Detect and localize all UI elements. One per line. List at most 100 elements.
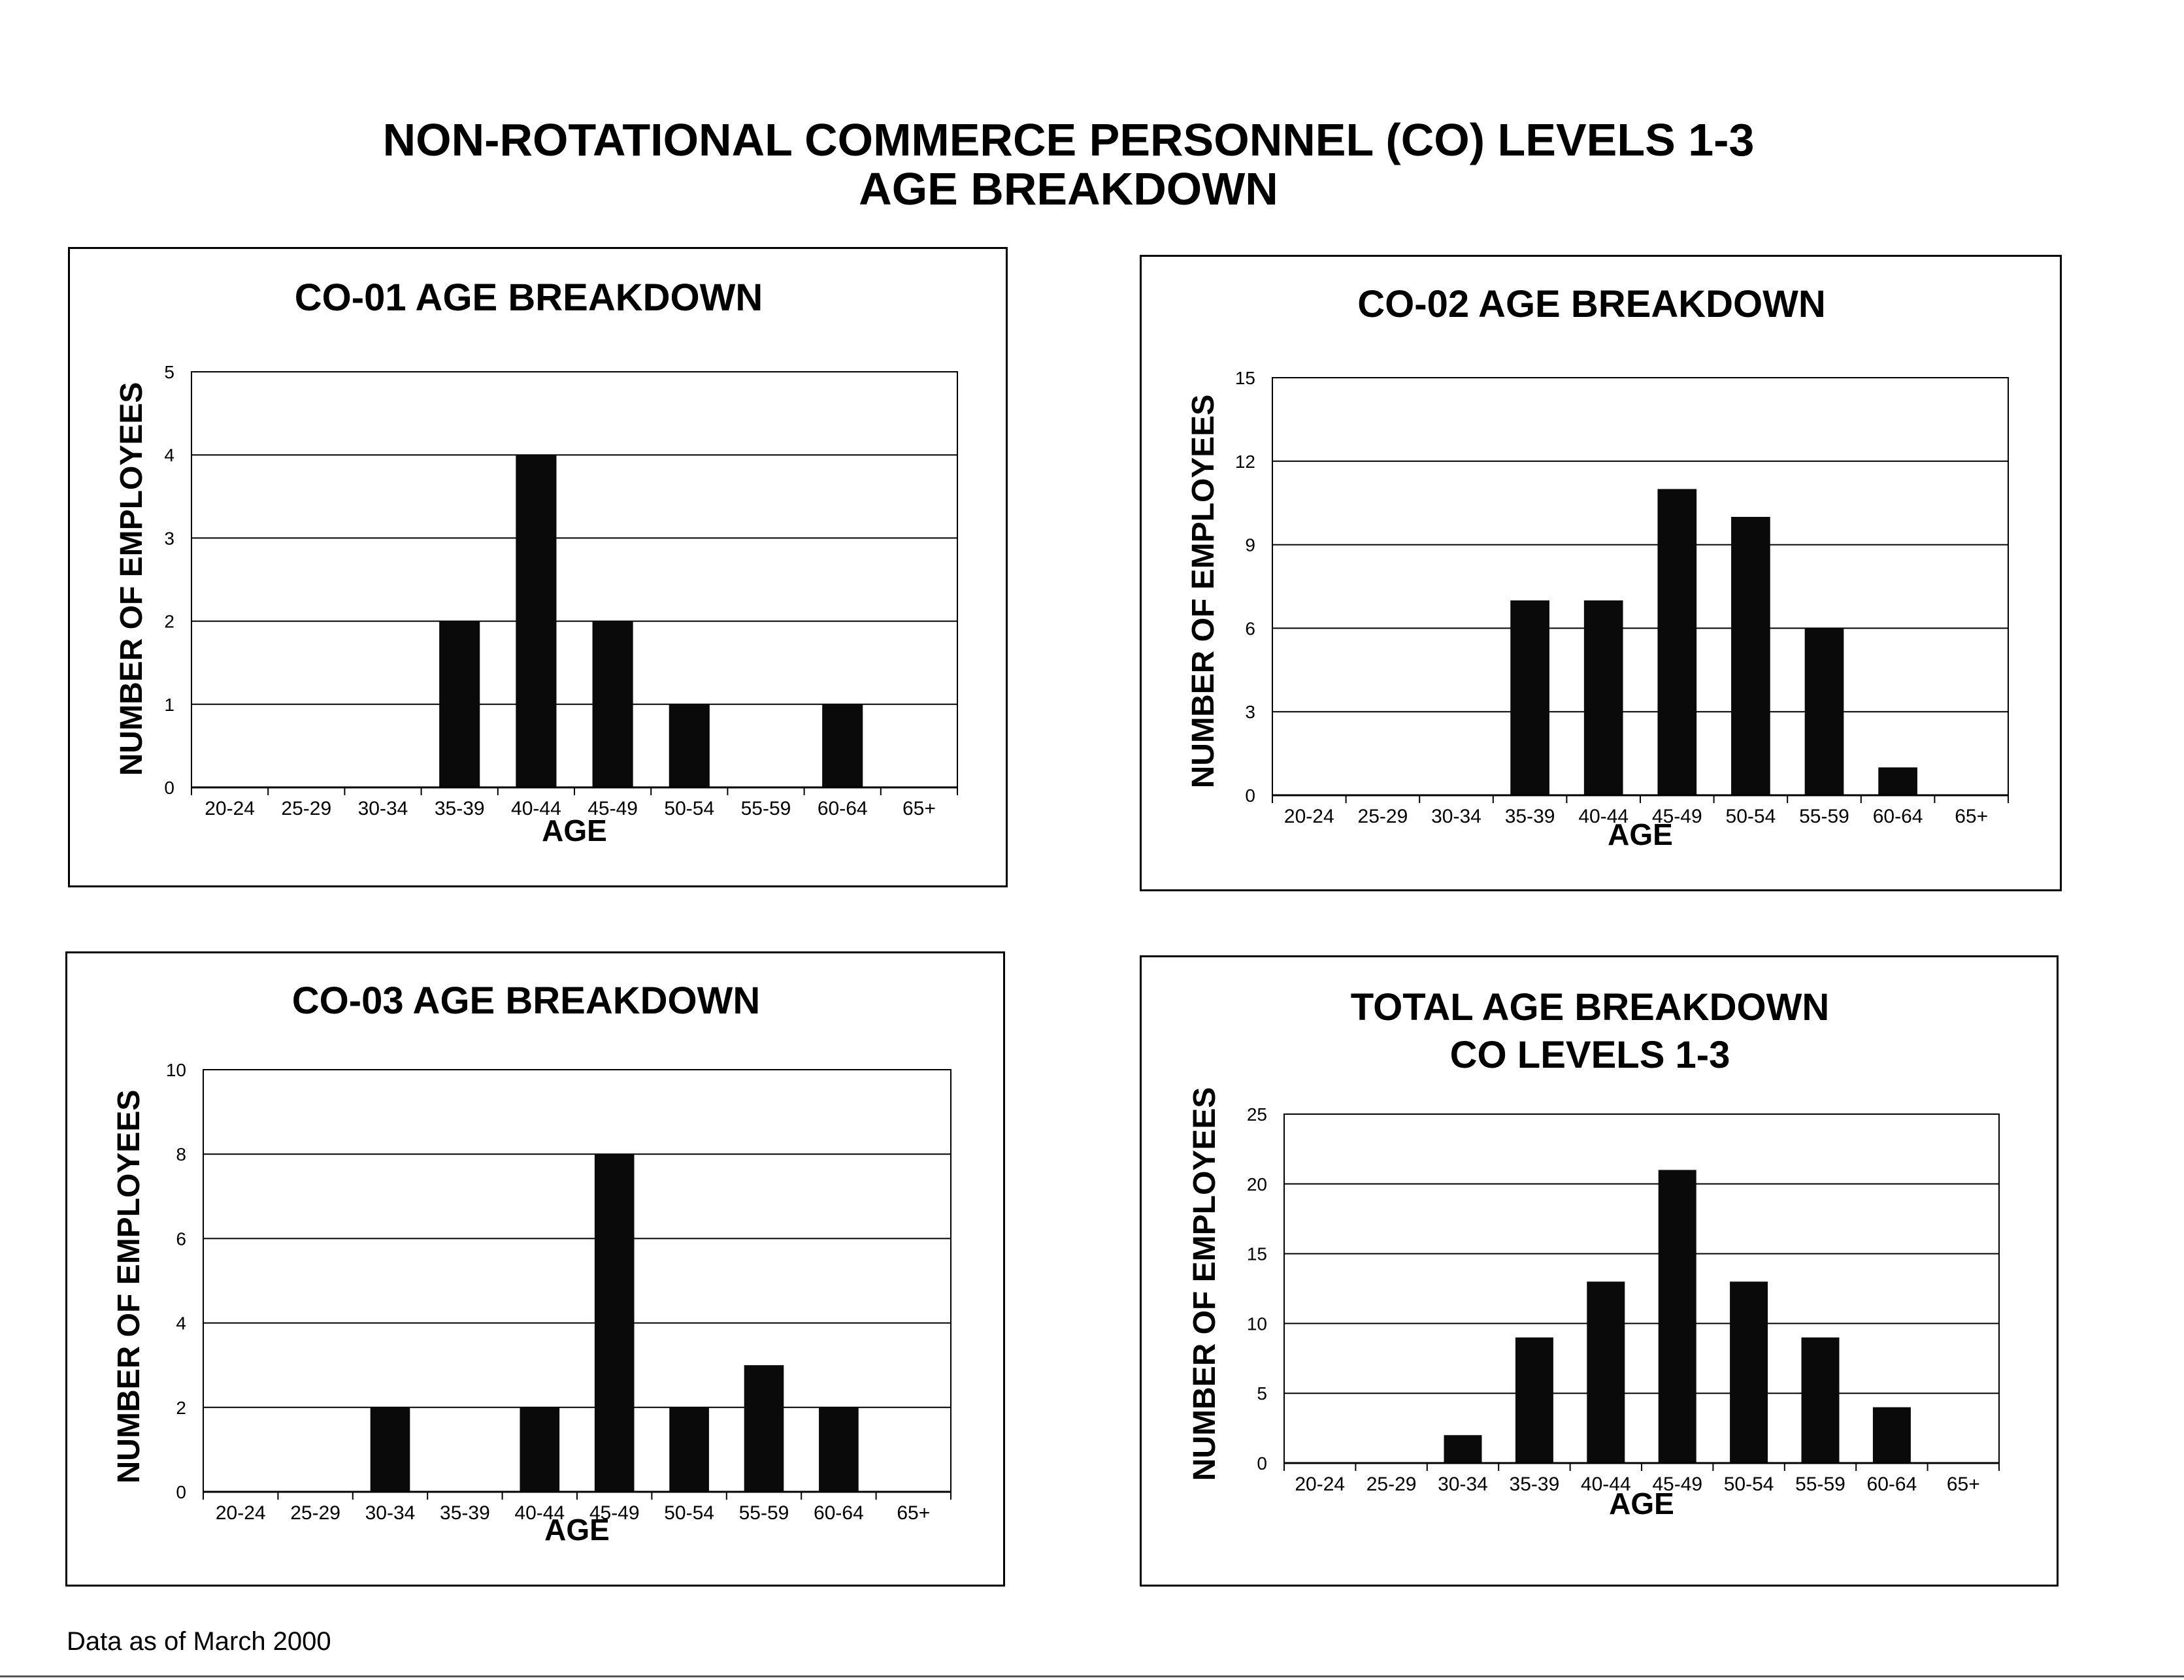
bar-40-44 [1583,600,1623,795]
x-tick-label: 20-24 [1284,806,1334,827]
x-tick-label: 50-54 [1724,1474,1774,1495]
y-tick-label: 6 [176,1228,186,1249]
x-tick-label: 30-34 [358,798,408,819]
x-tick-label: 20-24 [216,1502,266,1524]
y-tick-label: 9 [1245,535,1255,555]
x-tick-label: 60-64 [818,798,868,819]
data-date-note: Data as of March 2000 [67,1627,331,1656]
y-tick-label: 3 [1245,702,1255,722]
bar-40-44 [520,1407,560,1492]
bar-55-59 [744,1365,784,1492]
chart-title: CO-02 AGE BREAKDOWN [1357,283,1825,325]
y-axis-label: NUMBER OF EMPLOYEES [112,1090,146,1484]
x-tick-label: 65+ [902,798,936,819]
y-tick-label: 8 [176,1144,186,1164]
bar-60-64 [819,1407,859,1492]
y-tick-label: 4 [164,445,174,465]
y-tick-label: 2 [164,612,174,632]
x-tick-label: 45-49 [587,798,638,819]
x-tick-label: 20-24 [1295,1474,1345,1495]
chart-panel-co-02: CO-02 AGE BREAKDOWN 0 3 6 9 12 15 20-24 25-29 30-… [1140,255,2062,891]
bar-45-49 [1658,1170,1696,1463]
y-tick-label: 20 [1247,1174,1267,1194]
page-subtitle: AGE BREAKDOWN [859,163,1278,214]
bar-45-49 [1657,489,1697,795]
x-tick-label: 30-34 [1438,1474,1488,1495]
x-tick-label: 60-64 [1867,1474,1917,1495]
x-tick-label: 40-44 [511,798,561,819]
chart-title: CO-03 AGE BREAKDOWN [292,980,760,1022]
bar-45-49 [592,621,633,787]
chart-panel-co-03: CO-03 AGE BREAKDOWN 0 2 4 6 8 10 20-24 25-29 30-3… [65,951,1005,1587]
x-tick-label: 20-24 [205,798,255,819]
y-tick-label: 12 [1235,452,1255,472]
x-tick-label: 35-39 [435,798,485,819]
y-tick-label: 6 [1245,618,1255,638]
y-axis-label: NUMBER OF EMPLOYEES [114,382,149,776]
x-tick-label: 65+ [1955,806,1988,827]
bar-45-49 [594,1154,635,1492]
x-tick-label: 60-64 [814,1502,864,1524]
bar-55-59 [1804,628,1844,795]
y-tick-label: 15 [1247,1244,1267,1264]
page-title: NON-ROTATIONAL COMMERCE PERSONNEL (CO) L… [382,114,1755,165]
x-tick-label: 45-49 [1652,1474,1702,1495]
y-tick-label: 2 [176,1398,186,1418]
x-tick-label: 25-29 [281,798,331,819]
chart-subtitle: CO LEVELS 1-3 [1450,1034,1730,1076]
x-tick-label: 50-54 [1726,806,1776,827]
y-tick-label: 4 [176,1313,186,1334]
bar-30-34 [370,1407,410,1492]
bar-55-59 [1801,1337,1840,1463]
bar-60-64 [822,704,863,787]
bottom-rule [0,1675,2184,1677]
x-tick-label: 35-39 [440,1502,490,1524]
x-tick-label: 55-59 [1799,806,1849,827]
x-axis-label: AGE [1609,1487,1674,1521]
bar-chart: TOTAL AGE BREAKDOWN CO LEVELS 1-3 0 5 10 15 20… [1187,986,2000,1521]
x-tick-label: 25-29 [1358,806,1408,827]
x-tick-label: 50-54 [664,1502,714,1524]
bar-60-64 [1872,1407,1911,1463]
x-tick-label: 30-34 [365,1502,416,1524]
y-tick-label: 5 [164,362,174,382]
x-tick-label: 60-64 [1873,806,1923,827]
x-tick-label: 40-44 [514,1502,565,1524]
x-axis-label: AGE [542,814,607,848]
y-axis-label: NUMBER OF EMPLOYEES [1187,1087,1222,1481]
x-axis-label: AGE [544,1513,610,1547]
bar-chart: CO-03 AGE BREAKDOWN 0 2 4 6 8 10 20-24 25-29 30-3… [112,980,951,1547]
chart-title: TOTAL AGE BREAKDOWN [1351,986,1830,1029]
bar-50-54 [669,704,710,787]
bar-50-54 [1730,1281,1768,1463]
x-tick-label: 55-59 [741,798,791,819]
y-tick-label: 25 [1247,1104,1267,1125]
x-tick-label: 25-29 [290,1502,340,1524]
x-tick-label: 30-34 [1431,806,1481,827]
x-tick-label: 40-44 [1581,1474,1631,1495]
bar-60-64 [1878,767,1917,795]
x-tick-label: 45-49 [1652,806,1702,827]
x-tick-label: 25-29 [1366,1474,1417,1495]
y-tick-label: 5 [1257,1383,1267,1404]
y-tick-label: 15 [1235,368,1255,388]
bar-50-54 [1731,517,1770,795]
bar-40-44 [1587,1281,1625,1463]
y-axis-label: NUMBER OF EMPLOYEES [1186,395,1221,789]
y-tick-label: 0 [164,778,174,798]
y-tick-label: 10 [1247,1313,1267,1334]
bar-35-39 [439,621,480,787]
bar-30-34 [1444,1435,1482,1463]
bar-40-44 [516,455,557,787]
plot-area [1272,377,2009,796]
chart-panel-co-01: CO-01 AGE BREAKDOWN 0 1 2 3 4 5 20-24 25-29 30-34… [68,247,1008,887]
y-tick-label: 10 [166,1060,186,1080]
chart-title: CO-01 AGE BREAKDOWN [295,276,763,319]
x-tick-label: 55-59 [1795,1474,1845,1495]
bar-chart: CO-01 AGE BREAKDOWN 0 1 2 3 4 5 20-24 25-29 30-34… [114,276,958,848]
x-tick-label: 50-54 [664,798,714,819]
y-tick-label: 0 [1245,785,1255,806]
x-tick-label: 55-59 [739,1502,789,1524]
bar-chart: CO-02 AGE BREAKDOWN 0 3 6 9 12 15 20-24 25-29 30-… [1186,283,2009,851]
x-tick-label: 35-39 [1505,806,1555,827]
